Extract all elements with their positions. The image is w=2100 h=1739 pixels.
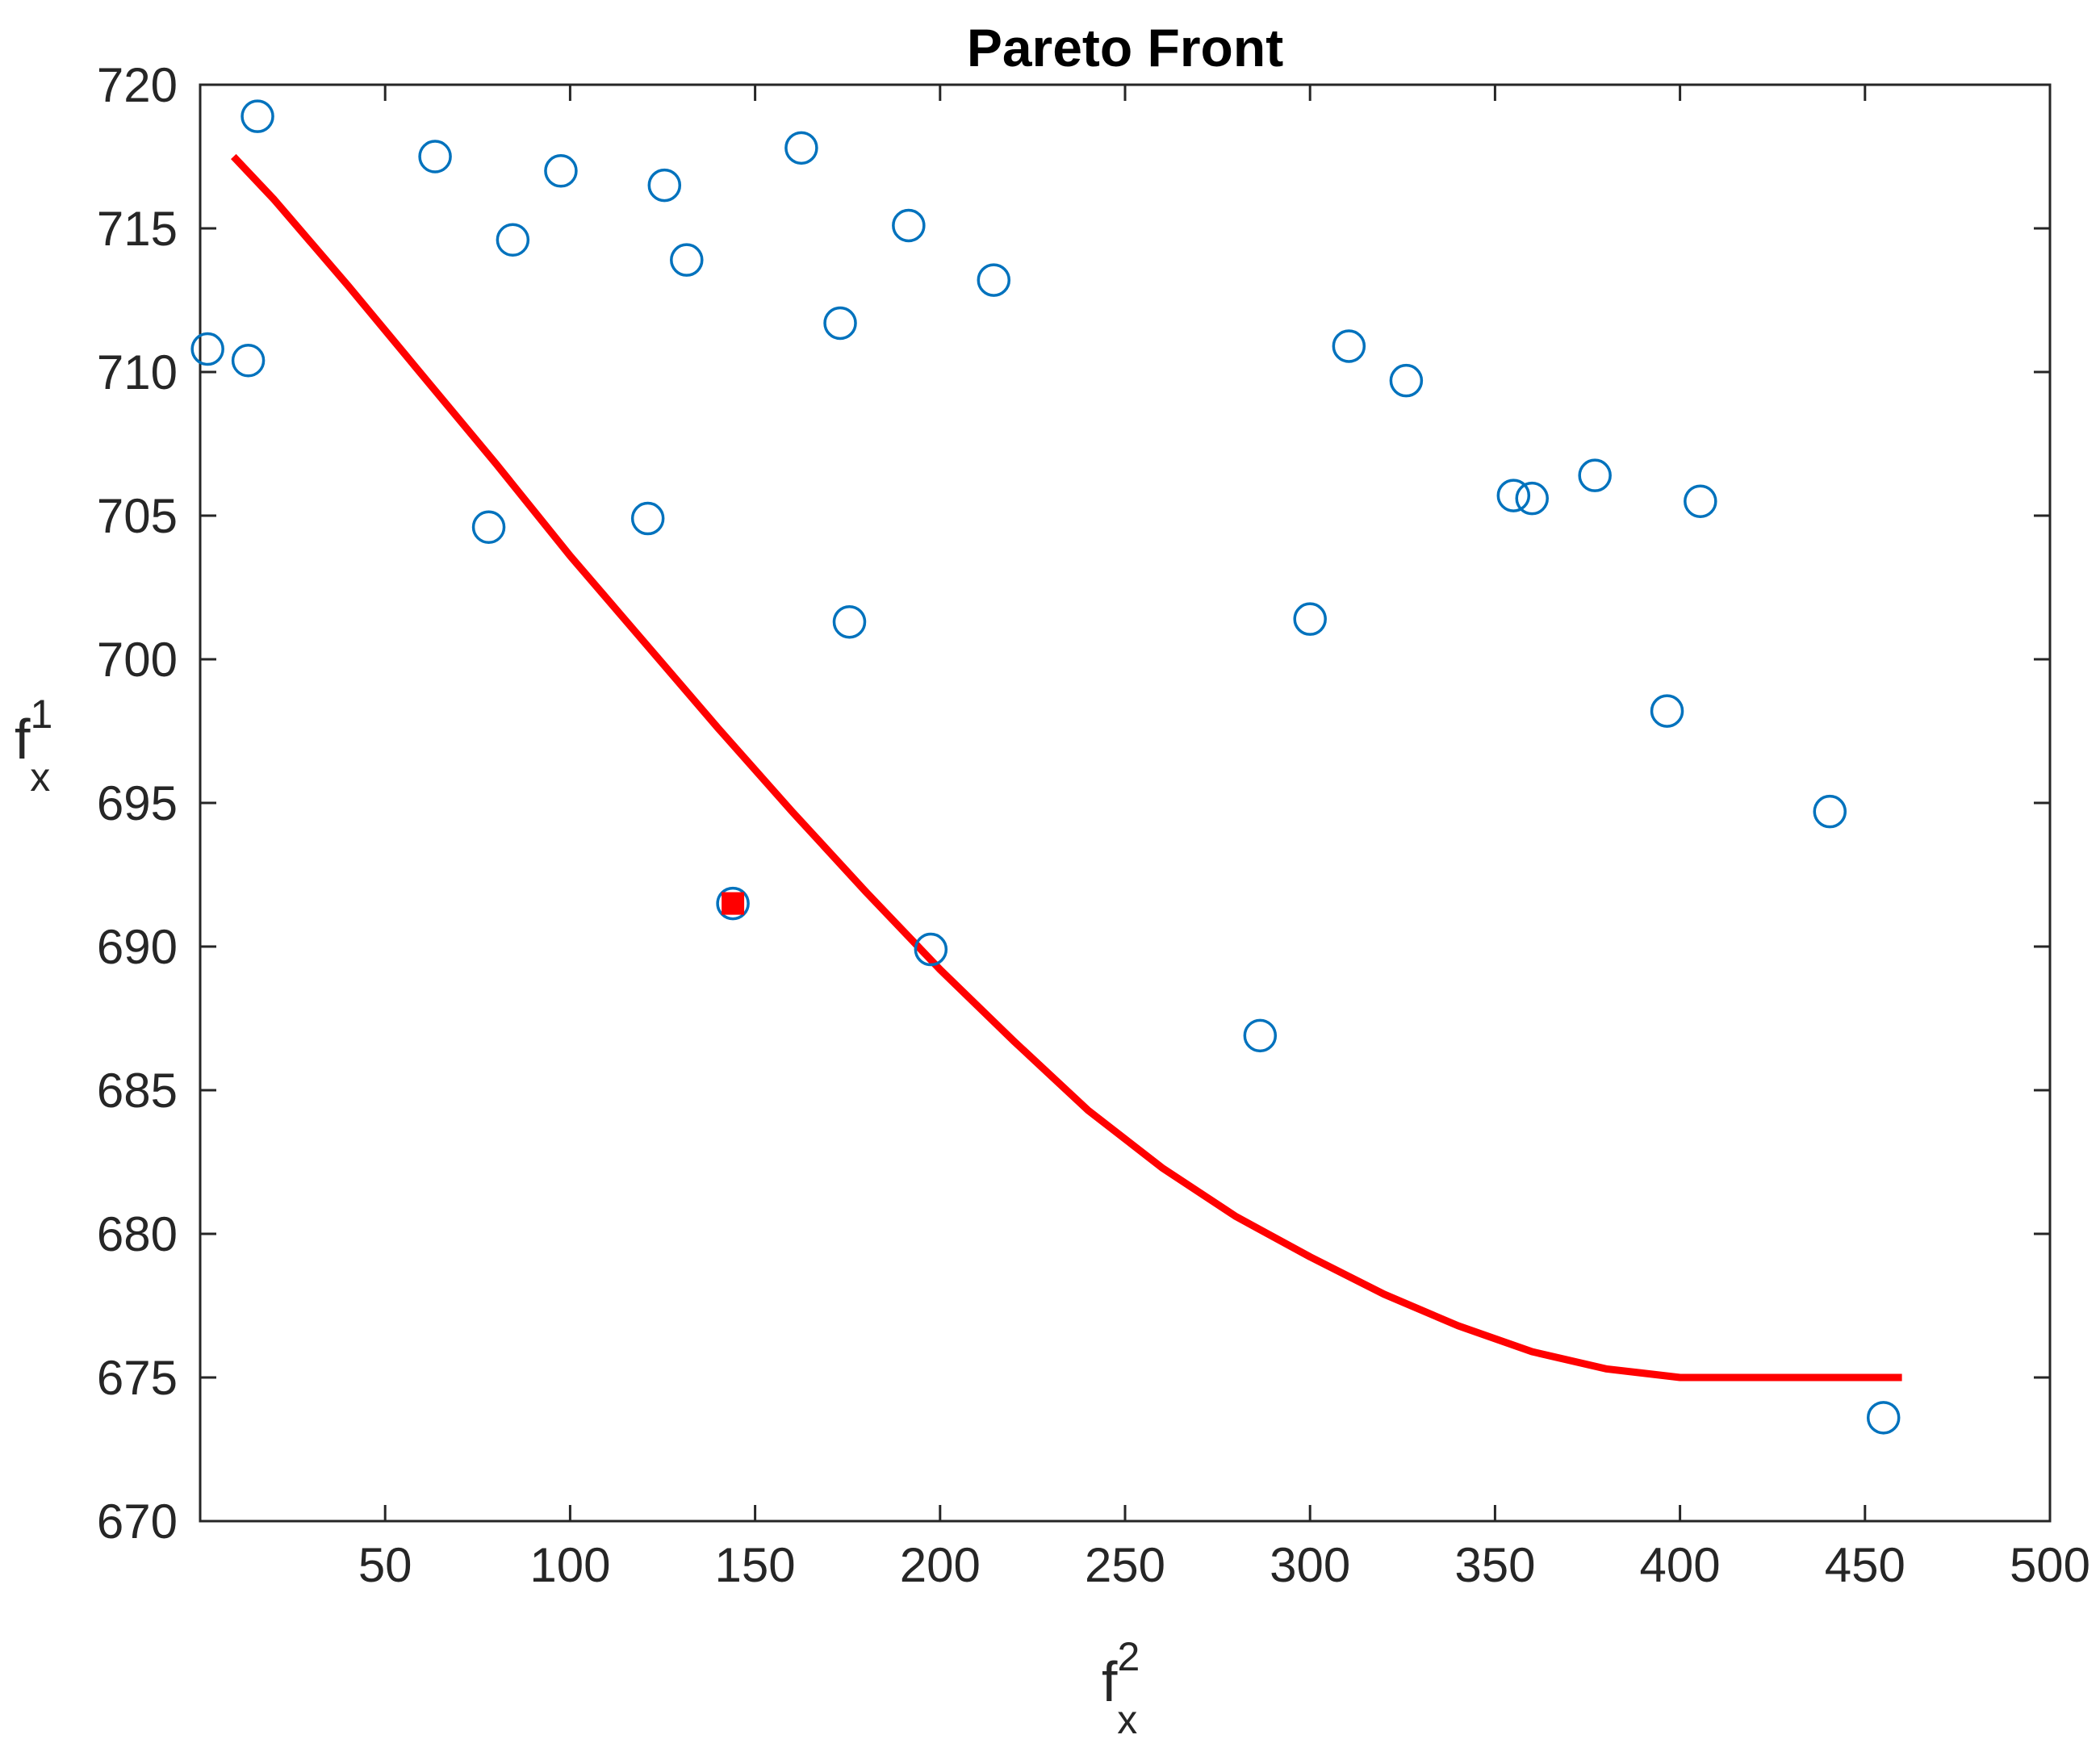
x-axis-label-superscript: 2 [1117, 1634, 1140, 1679]
data-point [231, 344, 266, 378]
data-point [1866, 1401, 1901, 1435]
curve-layer [231, 153, 1902, 1382]
x-tick-label: 350 [1454, 1538, 1535, 1592]
x-tick-label: 50 [358, 1538, 412, 1592]
data-point [496, 223, 530, 257]
data-point [1293, 602, 1327, 636]
data-point [914, 932, 948, 967]
data-point [670, 243, 704, 277]
y-axis-label-subscript: x [30, 755, 50, 800]
y-tick-label: 700 [97, 633, 178, 687]
data-point [630, 501, 665, 536]
x-axis-label-subscript: x [1117, 1697, 1137, 1739]
data-point [1243, 1018, 1278, 1053]
data-point [1515, 481, 1549, 516]
data-point [892, 208, 926, 243]
x-axis-label: f2 x [1102, 1634, 1140, 1739]
data-point [784, 131, 818, 165]
y-axis-label: f1 x [15, 692, 52, 800]
data-point [832, 604, 867, 639]
pareto-fit-curve [231, 153, 1902, 1382]
data-point [977, 263, 1011, 297]
data-point [716, 886, 750, 921]
data-point [190, 332, 224, 366]
data-point [1389, 363, 1424, 398]
x-tick-label: 100 [529, 1538, 610, 1592]
x-tick-label: 500 [2010, 1538, 2090, 1592]
highlight-layer [722, 892, 745, 915]
data-point [471, 510, 506, 544]
data-point [1684, 484, 1717, 518]
y-tick-label: 695 [97, 776, 178, 830]
y-axis-label-superscript: 1 [30, 692, 52, 737]
data-point [1650, 694, 1684, 728]
x-tick-label: 250 [1085, 1538, 1165, 1592]
x-tick-label: 450 [1825, 1538, 1905, 1592]
y-tick-label: 690 [97, 920, 178, 974]
data-point [823, 306, 857, 341]
data-point [544, 154, 578, 188]
y-tick-label: 710 [97, 345, 178, 399]
x-tick-label: 200 [900, 1538, 981, 1592]
data-point [1496, 479, 1531, 512]
x-tick-label: 400 [1640, 1538, 1721, 1592]
y-tick-label: 685 [97, 1064, 178, 1118]
y-tick-label: 675 [97, 1351, 178, 1405]
y-tick-label: 720 [97, 58, 178, 112]
y-tick-label: 705 [97, 489, 178, 543]
ticks-layer: 50 100 150 200 250 300 350 400 450 500 670 675 680 68… [97, 58, 2090, 1592]
points-layer [190, 99, 1901, 1435]
data-point [1332, 329, 1366, 363]
data-point [1578, 458, 1612, 492]
y-tick-label: 680 [97, 1207, 178, 1261]
x-axis-label-base: f [1102, 1650, 1118, 1713]
data-point [418, 140, 452, 173]
y-tick-label: 715 [97, 202, 178, 256]
data-point [241, 99, 274, 133]
x-tick-label: 150 [715, 1538, 796, 1592]
y-tick-label: 670 [97, 1494, 178, 1549]
data-point [647, 168, 682, 203]
selected-point [722, 892, 745, 915]
chart-title: Pareto Front [967, 18, 1283, 77]
x-tick-label: 300 [1270, 1538, 1350, 1592]
y-axis-label-base: f [15, 708, 31, 771]
data-point [1813, 794, 1847, 829]
